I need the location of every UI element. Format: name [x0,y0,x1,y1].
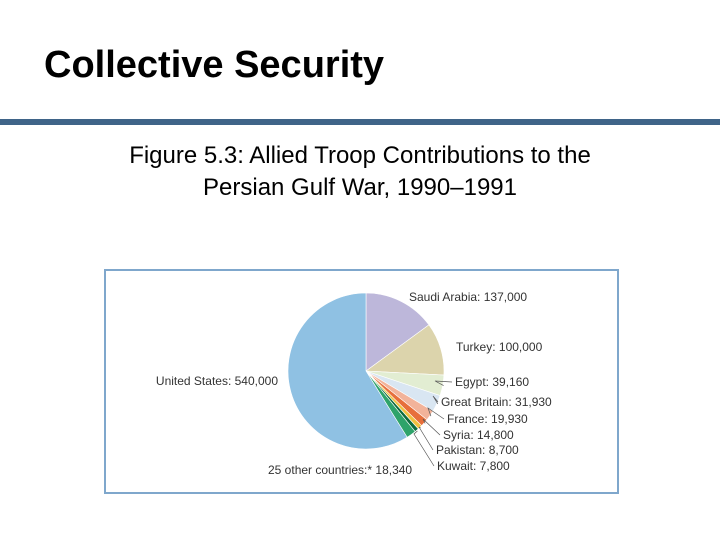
pie-chart-figure: United States: 540,000 Saudi Arabia: 137,… [104,269,619,494]
data-label-kuwait: Kuwait: 7,800 [437,459,510,473]
data-label-saudi-arabia: Saudi Arabia: 137,000 [409,290,527,304]
data-label-france: France: 19,930 [447,412,528,426]
leader-line-pakistan [418,426,434,451]
leader-line-great-britain [432,395,439,405]
data-label-pakistan: Pakistan: 8,700 [436,443,519,457]
title-divider [0,119,720,125]
leader-line-france [427,407,445,420]
data-label-united-states: United States: 540,000 [156,374,278,388]
data-label-egypt: Egypt: 39,160 [455,375,529,389]
pie-chart: United States: 540,000 Saudi Arabia: 137,… [156,290,552,477]
slide-title: Collective Security [44,44,385,86]
caption-line-1: Figure 5.3: Allied Troop Contributions t… [129,142,591,169]
data-label-turkey: Turkey: 100,000 [456,340,543,354]
pie-slice-united-states [287,292,408,450]
leader-line-kuwait [413,430,435,467]
caption-line-2: Persian Gulf War, 1990–1991 [203,174,517,201]
leader-line-syria [422,418,441,436]
data-label-25-other-countries: 25 other countries:* 18,340 [268,463,412,477]
leader-line-egypt [434,380,453,386]
figure-caption: Figure 5.3: Allied Troop Contributions t… [60,140,660,204]
data-label-syria: Syria: 14,800 [443,428,514,442]
data-label-great-britain: Great Britain: 31,930 [441,395,552,409]
pie-slice-saudi-arabia [365,292,430,372]
